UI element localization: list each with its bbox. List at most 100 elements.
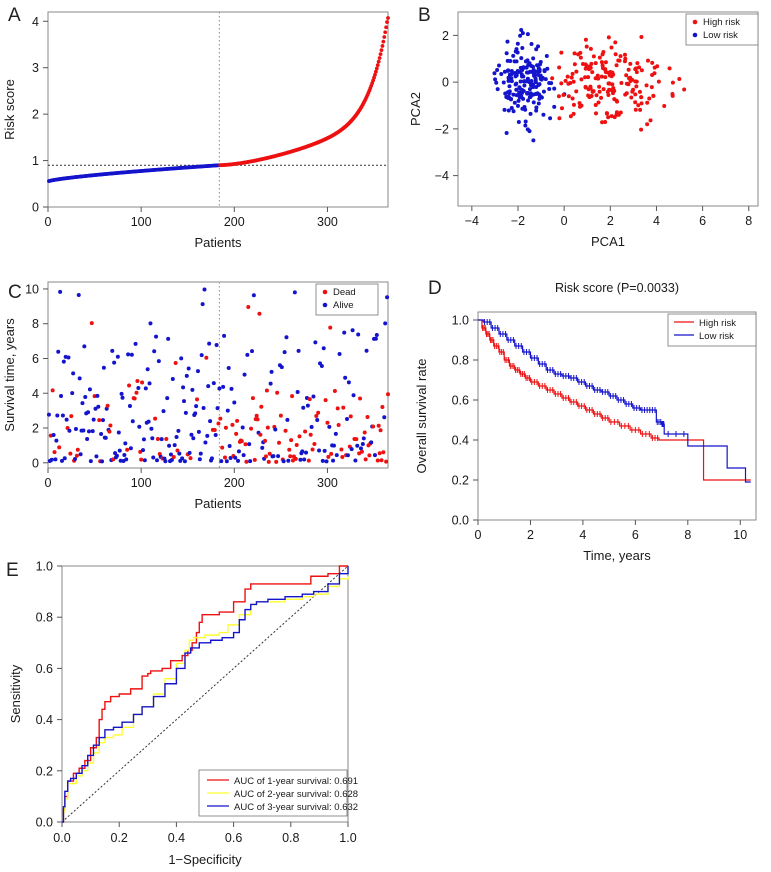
panel-b: B −4 −2 0 2 −4 −2 0 2 4 6 8 PCA1 PCA2 High risk Low ri…	[400, 0, 771, 250]
x-tick-label: 4	[579, 528, 586, 542]
y-tick-label: 4	[32, 15, 39, 29]
panel-d-chart: Risk score (P=0.0033) 0.0 0.2 0.4 0.6 0.8 1.0 0…	[414, 281, 757, 563]
plot-frame	[457, 11, 759, 207]
plot-frame	[47, 281, 389, 469]
x-tick-label: 10	[733, 528, 747, 542]
x-tick-label: 4	[653, 214, 660, 228]
panel-e-label: E	[6, 560, 19, 581]
y-tick-label: 4	[32, 387, 39, 401]
legend-marker	[322, 302, 328, 308]
x-tick-label: 0.6	[225, 831, 242, 845]
roc-curve	[62, 565, 348, 823]
panel-c: C 0 2 4 6 8 10 0 100 200 300 Patients Survival time…	[0, 250, 400, 550]
y-tick-label: 0.8	[452, 354, 469, 368]
panel-b-chart: −4 −2 0 2 −4 −2 0 2 4 6 8 PCA1 PCA2 High risk Low risk	[408, 11, 759, 249]
x-axis-label: Patients	[195, 496, 242, 511]
panel-e: E 0.0 0.2 0.4 0.6 0.8 1.0 0.0 0.2 0.4 0.6 0.8 1.0 1−…	[0, 550, 400, 872]
y-tick-label: 10	[25, 282, 39, 296]
legend-label: AUC of 3-year survival: 0.632	[234, 802, 358, 813]
legend-box	[667, 313, 757, 347]
y-tick-label: 3	[32, 61, 39, 75]
x-axis-label: Patients	[195, 235, 242, 250]
x-tick-label: 1.0	[339, 831, 356, 845]
y-tick-label: 0.8	[36, 611, 53, 625]
y-tick-label: 0.2	[452, 474, 469, 488]
y-tick-label: 0	[442, 76, 449, 90]
x-tick-label: 0.8	[282, 831, 299, 845]
legend-label: AUC of 2-year survival: 0.628	[234, 789, 358, 800]
plot-frame	[47, 11, 389, 208]
y-tick-label: 1	[32, 154, 39, 168]
x-tick-label: 100	[131, 476, 152, 490]
x-tick-label: 0	[45, 476, 52, 490]
legend-label: Low risk	[699, 331, 734, 342]
y-axis-label: Overall survival rate	[414, 359, 429, 474]
legend-marker	[692, 19, 698, 25]
x-tick-label: 6	[632, 528, 639, 542]
y-tick-label: 1.0	[452, 314, 469, 328]
y-tick-label: 0.0	[452, 514, 469, 528]
panel-e-chart: 0.0 0.2 0.4 0.6 0.8 1.0 0.0 0.2 0.4 0.6 0.8 1.0 1−Sp…	[8, 560, 358, 868]
y-tick-label: −4	[435, 169, 449, 183]
legend-label: High risk	[703, 17, 740, 28]
x-tick-label: 200	[224, 476, 245, 490]
legend-box	[315, 283, 379, 316]
x-tick-label: 100	[131, 215, 152, 229]
legend-label: AUC of 1-year survival: 0.691	[234, 776, 358, 787]
legend-box	[685, 13, 759, 46]
y-tick-label: 0.4	[452, 434, 469, 448]
x-tick-label: 2	[527, 528, 534, 542]
plot-frame	[61, 565, 349, 823]
y-axis-label: Survival time, years	[2, 318, 17, 432]
x-tick-label: 0.0	[53, 831, 70, 845]
panel-c-label: C	[8, 282, 22, 303]
x-axis-label: PCA1	[591, 234, 625, 249]
panel-a: A 0 1 2 3 4 0 100 200 300 Patients Risk score	[0, 0, 400, 250]
panel-a-chart: 0 1 2 3 4 0 100 200 300 Patients Risk score	[2, 11, 390, 250]
x-tick-label: 0	[561, 214, 568, 228]
x-tick-label: 2	[607, 214, 614, 228]
legend-label: High risk	[699, 318, 736, 329]
pca-points	[492, 27, 687, 143]
panel-d-label: D	[428, 278, 442, 299]
y-tick-label: 0	[32, 456, 39, 470]
km-curve	[478, 319, 751, 481]
x-tick-label: 300	[317, 215, 338, 229]
y-axis-label: PCA2	[408, 92, 423, 126]
x-axis-label: Time, years	[583, 548, 651, 563]
x-axis-label: 1−Specificity	[168, 852, 242, 867]
legend: High risk Low risk	[667, 313, 757, 347]
x-tick-label: 8	[745, 214, 752, 228]
y-axis-label: Sensitivity	[8, 664, 23, 723]
legend-marker	[692, 32, 698, 38]
risk-score-points	[47, 16, 390, 183]
censor-marks	[484, 319, 685, 437]
y-tick-label: 0.2	[36, 764, 53, 778]
legend: Dead Alive	[315, 283, 379, 316]
panel-a-label: A	[8, 5, 21, 26]
y-tick-label: −2	[435, 122, 449, 136]
x-tick-label: −4	[465, 214, 479, 228]
x-tick-label: 200	[224, 215, 245, 229]
x-tick-label: 0.2	[111, 831, 128, 845]
y-tick-label: 2	[32, 422, 39, 436]
chart-title: Risk score (P=0.0033)	[555, 281, 679, 295]
y-tick-label: 0.0	[36, 816, 53, 830]
x-tick-label: 0	[45, 215, 52, 229]
x-tick-label: 8	[684, 528, 691, 542]
plot-frame	[477, 311, 757, 521]
y-tick-label: 0.6	[452, 394, 469, 408]
y-tick-label: 2	[32, 108, 39, 122]
legend-label: Dead	[333, 287, 356, 298]
legend: High risk Low risk	[685, 13, 759, 46]
legend-label: Low risk	[703, 30, 738, 41]
x-tick-label: −2	[511, 214, 525, 228]
legend: AUC of 1-year survival: 0.691 AUC of 2-ye…	[198, 769, 358, 817]
roc-curve	[62, 566, 349, 823]
y-tick-label: 2	[442, 29, 449, 43]
x-tick-label: 0.4	[168, 831, 185, 845]
x-tick-label: 0	[475, 528, 482, 542]
legend-marker	[322, 289, 328, 295]
y-tick-label: 0	[32, 201, 39, 215]
